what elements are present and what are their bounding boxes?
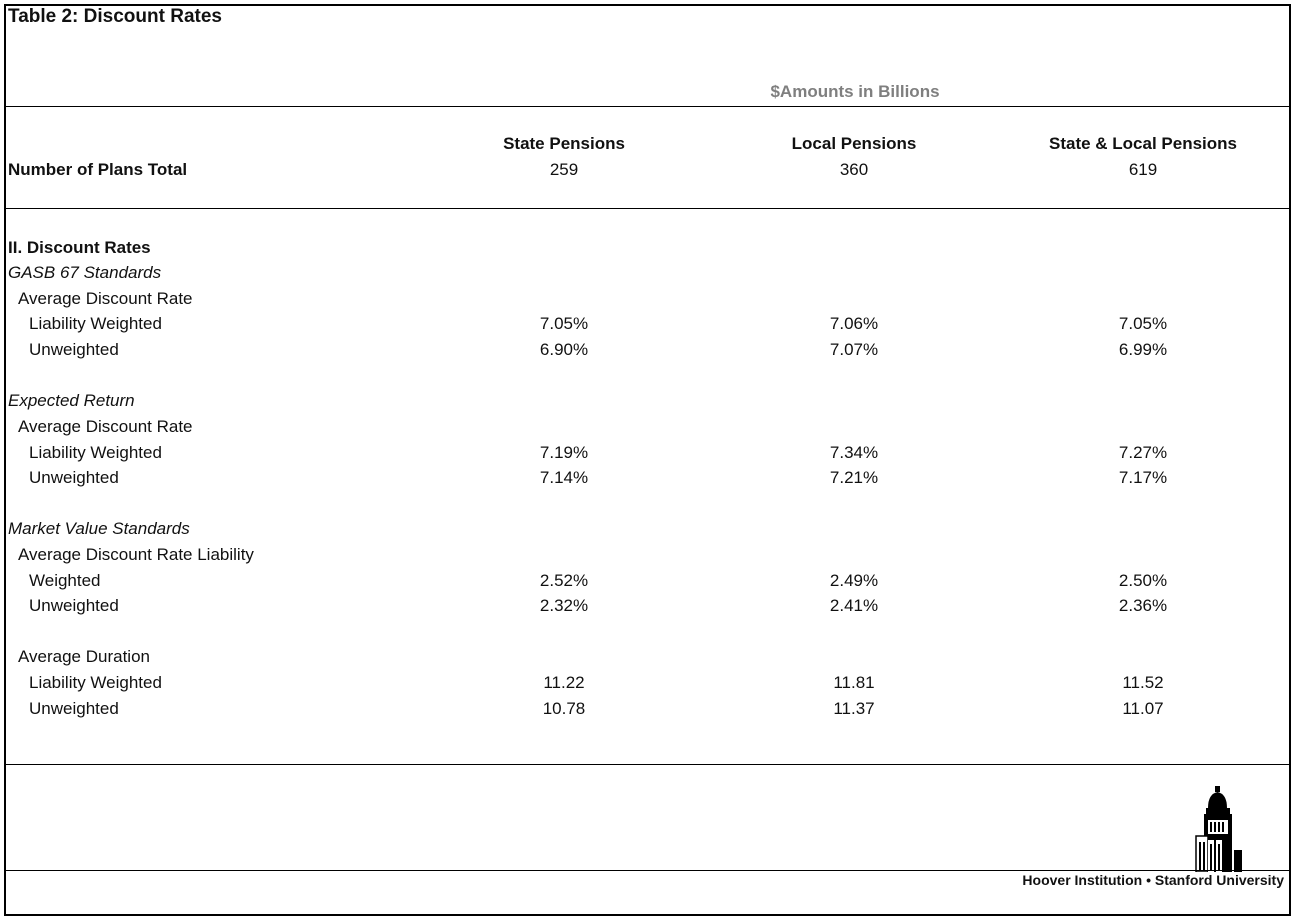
cell-value: 2.49% (829, 571, 879, 590)
cell-value: 11.52 (1122, 673, 1164, 692)
row-label: GASB 67 Standards (8, 263, 162, 282)
footer-credit: Hoover Institution • Stanford University (1022, 872, 1284, 888)
cell-value: 7.27% (1118, 443, 1168, 462)
column-header-local: Local Pensions (791, 134, 917, 153)
row-label: Unweighted (29, 699, 119, 718)
cell-value: 6.90% (539, 340, 589, 359)
table-frame (4, 4, 1291, 916)
cell-value: 7.21% (829, 468, 879, 487)
divider (4, 764, 1289, 765)
cell-value: 2.50% (1118, 571, 1168, 590)
column-header-state: State Pensions (503, 134, 625, 153)
cell-value: 7.19% (539, 443, 589, 462)
row-label: Expected Return (8, 391, 135, 410)
plans-row-label: Number of Plans Total (8, 160, 188, 179)
row-label: Liability Weighted (29, 314, 162, 333)
cell-value: 11.22 (543, 673, 585, 692)
row-label: Market Value Standards (8, 519, 190, 538)
row-label: Unweighted (29, 340, 119, 359)
cell-value: 7.06% (829, 314, 879, 333)
cell-value: 7.07% (829, 340, 879, 359)
divider (4, 870, 1289, 871)
row-label: Liability Weighted (29, 443, 162, 462)
cell-value: 6.99% (1118, 340, 1168, 359)
plans-count-state: 259 (549, 160, 579, 179)
hoover-tower-icon (1195, 786, 1242, 872)
cell-value: 11.07 (1122, 699, 1164, 718)
row-label: Average Duration (18, 647, 150, 666)
cell-value: 7.05% (1118, 314, 1168, 333)
cell-value: 2.41% (829, 596, 879, 615)
divider (4, 106, 1289, 107)
cell-value: 7.14% (539, 468, 589, 487)
cell-value: 7.05% (539, 314, 589, 333)
cell-value: 11.37 (833, 699, 875, 718)
row-label: Average Discount Rate (18, 417, 193, 436)
divider (4, 208, 1289, 209)
cell-value: 10.78 (542, 699, 586, 718)
section-heading: II. Discount Rates (8, 238, 151, 257)
cell-value: 2.32% (539, 596, 589, 615)
plans-count-local: 360 (839, 160, 869, 179)
row-label: Average Discount Rate (18, 289, 193, 308)
cell-value: 2.52% (539, 571, 589, 590)
cell-value: 7.17% (1118, 468, 1168, 487)
column-header-state-local: State & Local Pensions (1049, 134, 1237, 153)
units-note: $Amounts in Billions (770, 82, 940, 101)
row-label: Unweighted (29, 596, 119, 615)
row-label: Unweighted (29, 468, 119, 487)
row-label: Liability Weighted (29, 673, 162, 692)
cell-value: 7.34% (829, 443, 879, 462)
plans-count-state-local: 619 (1128, 160, 1158, 179)
row-label: Average Discount Rate Liability (18, 545, 254, 564)
cell-value: 11.81 (833, 673, 875, 692)
cell-value: 2.36% (1118, 596, 1168, 615)
row-label: Weighted (29, 571, 101, 590)
page-title: Table 2: Discount Rates (8, 6, 222, 27)
